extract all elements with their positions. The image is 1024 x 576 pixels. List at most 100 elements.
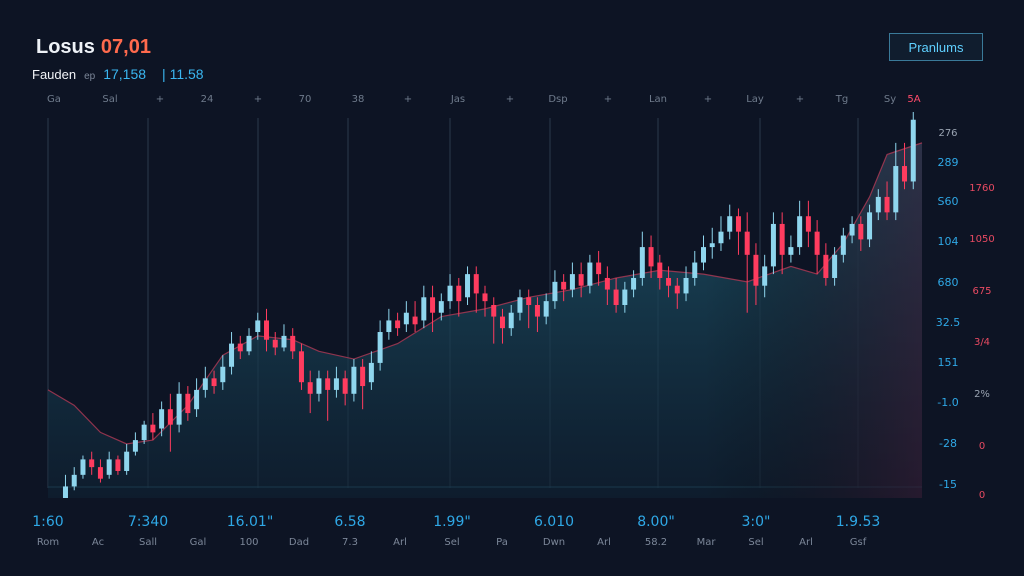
candle-body-48 — [482, 293, 488, 302]
candle-body-66 — [639, 247, 645, 278]
candle-body-59 — [578, 274, 584, 286]
right-axis-primary-7: -1.0 — [937, 396, 958, 409]
candle-body-93 — [875, 196, 881, 213]
candle-body-8 — [132, 440, 138, 452]
bottom-label-12: 58.2 — [645, 537, 667, 548]
bottom-label-2: Sall — [139, 537, 157, 548]
candle-body-52 — [517, 297, 523, 313]
sub-second-value: | 11.58 — [162, 66, 204, 82]
bottom-label-4: 100 — [239, 537, 258, 548]
asset-price: 07,01 — [100, 36, 151, 58]
candle-body-92 — [867, 212, 873, 240]
candle-body-53 — [526, 297, 532, 305]
candle-body-16 — [202, 378, 208, 390]
candle-body-21 — [246, 335, 252, 352]
candle-body-77 — [735, 216, 741, 232]
candle-body-33 — [351, 366, 357, 394]
candle-body-65 — [631, 277, 637, 290]
sub-header: Fauden ep 17,158 | 11.58 — [32, 66, 204, 82]
candles-layer — [62, 112, 916, 498]
right-axis-primary-6: 151 — [938, 356, 959, 369]
bottom-label-8: Sel — [444, 537, 459, 548]
candle-body-14 — [185, 393, 191, 414]
candle-body-67 — [648, 247, 654, 267]
top-axis-label-7: + — [404, 94, 412, 105]
candle-body-94 — [884, 196, 890, 213]
top-axis-label-16: Tg — [835, 94, 848, 105]
candle-body-79 — [753, 254, 759, 286]
top-axis-label-14: Lay — [746, 94, 764, 105]
top-axis-label-2: + — [156, 94, 164, 105]
candle-body-24 — [272, 339, 278, 348]
area-fill-tint — [48, 142, 922, 498]
candle-body-43 — [438, 301, 444, 313]
candle-body-84 — [797, 216, 803, 248]
candle-body-29 — [316, 378, 322, 394]
candle-body-30 — [325, 378, 331, 390]
candle-body-95 — [893, 166, 899, 213]
top-axis-label-12: Lan — [649, 94, 667, 105]
candle-body-9 — [141, 424, 147, 441]
candle-body-37 — [386, 320, 392, 333]
bottom-value-8: 1.9.53 — [836, 514, 881, 530]
right-axis-secondary-2: 675 — [972, 286, 991, 297]
bottom-value-4: 1.99" — [433, 514, 471, 530]
bottom-label-0: Rom — [37, 537, 59, 548]
candle-body-74 — [709, 243, 715, 248]
candle-body-80 — [762, 266, 768, 286]
candle-body-49 — [491, 305, 497, 317]
right-axis-secondary-4: 2% — [974, 389, 990, 400]
bottom-value-5: 6.010 — [534, 514, 574, 530]
area-outline — [47, 142, 923, 445]
bottom-value-7: 3:0" — [742, 514, 771, 530]
candle-body-23 — [264, 320, 269, 340]
candle-body-56 — [552, 281, 558, 302]
right-axis-primary-5: 32.5 — [936, 316, 961, 329]
right-axis-secondary-3: 3/4 — [974, 337, 990, 348]
premium-button[interactable]: Pranlums — [889, 33, 983, 61]
candle-body-64 — [622, 289, 628, 305]
asset-name: Losus — [36, 36, 95, 58]
candle-body-89 — [840, 235, 846, 255]
top-axis-label-15: + — [796, 94, 804, 105]
candle-body-82 — [779, 223, 785, 255]
candle-body-73 — [701, 247, 706, 263]
candle-body-60 — [587, 262, 593, 286]
candle-body-1 — [71, 474, 77, 487]
candle-body-58 — [569, 274, 575, 290]
bottom-value-1: 7:340 — [128, 514, 168, 530]
top-axis-label-18: 5A — [907, 94, 920, 105]
candle-body-75 — [718, 231, 724, 244]
candle-body-18 — [220, 366, 226, 383]
bottom-label-7: Arl — [393, 537, 407, 548]
bottom-axis: 1:60 7:340 16.01" 6.58 1.99" 6.010 8.00" 3:0" 1.… — [32, 514, 880, 548]
bottom-value-6: 8.00" — [637, 514, 675, 530]
candle-body-42 — [430, 297, 436, 313]
candle-body-61 — [596, 262, 602, 275]
candle-body-87 — [823, 254, 829, 278]
candle-body-44 — [447, 285, 453, 302]
candle-body-71 — [683, 277, 689, 294]
candle-body-4 — [97, 467, 103, 479]
bottom-label-14: Sel — [748, 537, 763, 548]
candle-body-36 — [377, 332, 383, 363]
candle-body-6 — [115, 459, 121, 471]
candle-body-63 — [613, 289, 619, 305]
candle-body-11 — [159, 409, 165, 429]
bottom-label-13: Mar — [697, 537, 717, 548]
chart-title: Losus 07,01 — [36, 36, 151, 59]
right-axis: 276 289 S60 104 680 32.5 151 -1.0 -28 -15 1760 1050… — [936, 128, 995, 501]
candle-body-12 — [167, 409, 173, 425]
sub-asset-name: Fauden — [32, 67, 77, 82]
bottom-label-11: Arl — [597, 537, 611, 548]
top-axis-label-5: 70 — [299, 94, 312, 105]
candle-body-2 — [80, 459, 86, 475]
bottom-label-6: 7.3 — [342, 537, 358, 548]
candle-body-41 — [421, 297, 427, 321]
candle-body-17 — [211, 378, 217, 387]
candle-body-83 — [788, 247, 794, 255]
candle-body-51 — [508, 312, 514, 329]
bottom-label-15: Arl — [799, 537, 813, 548]
bottom-label-3: Gal — [190, 537, 207, 548]
